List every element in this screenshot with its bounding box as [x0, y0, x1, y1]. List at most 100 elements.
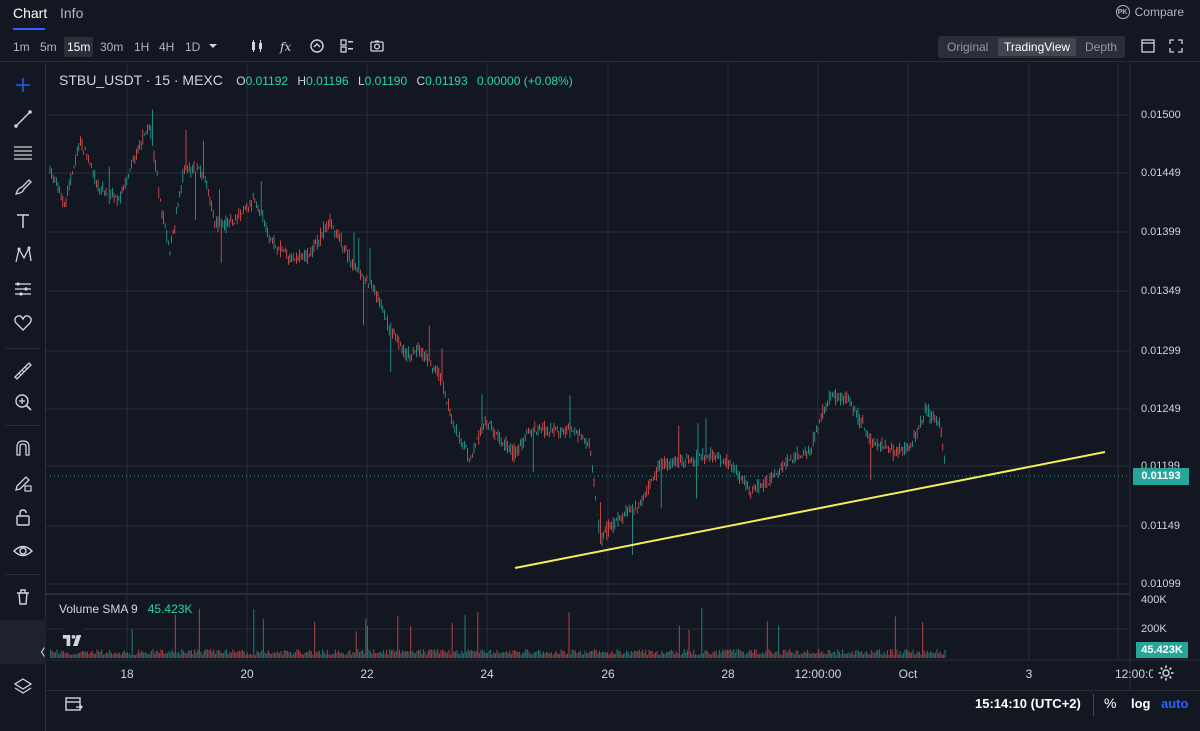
clock-display[interactable]: 15:14:10 (UTC+2)	[975, 696, 1081, 711]
volume-bar	[144, 652, 146, 658]
layers-icon[interactable]	[12, 675, 34, 697]
volume-bar	[454, 651, 456, 658]
chevron-down-icon[interactable]	[205, 38, 221, 54]
volume-bar	[506, 651, 508, 658]
volume-bar	[888, 654, 890, 658]
timeframe-4h[interactable]: 4H	[159, 40, 175, 54]
tradingview-logo[interactable]	[57, 626, 89, 654]
indicators-icon[interactable]: fx	[279, 38, 295, 54]
volume-bar	[938, 653, 940, 658]
settings-gear-icon[interactable]	[1157, 664, 1175, 682]
volume-bar	[254, 654, 256, 658]
timeframe-5m[interactable]: 5m	[40, 40, 57, 54]
volume-bar	[171, 649, 173, 658]
volume-value: 45.423K	[147, 602, 193, 616]
volume-bar	[774, 651, 776, 658]
volume-bar	[685, 652, 687, 658]
volume-bar	[394, 652, 396, 658]
volume-bar	[53, 652, 55, 658]
volume-bar	[358, 652, 360, 658]
camera-icon[interactable]	[369, 38, 385, 54]
view-tradingview[interactable]: TradingView	[998, 38, 1077, 56]
eye-icon[interactable]	[12, 540, 34, 562]
volume-bar	[150, 650, 152, 658]
volume-bar	[656, 651, 658, 658]
volume-bar	[666, 652, 668, 658]
compare-button[interactable]: PK Compare	[1115, 5, 1184, 19]
volume-bar	[318, 650, 320, 658]
volume-bar	[320, 654, 322, 658]
lock-icon[interactable]	[12, 506, 34, 528]
volume-bar	[550, 652, 552, 658]
volume-bar	[275, 652, 277, 658]
volume-bar	[558, 653, 560, 658]
volume-bar	[406, 651, 408, 658]
percent-scale-button[interactable]: %	[1104, 695, 1117, 711]
volume-bar	[800, 653, 802, 658]
fullscreen-icon[interactable]	[1168, 38, 1184, 54]
volume-bar	[840, 654, 842, 658]
volume-bar	[939, 651, 941, 658]
view-depth[interactable]: Depth	[1085, 40, 1118, 54]
volume-bar	[189, 650, 191, 658]
brush-icon[interactable]	[12, 176, 34, 198]
volume-bar	[450, 654, 452, 658]
trash-icon[interactable]	[12, 586, 34, 608]
pattern-icon[interactable]	[12, 244, 34, 266]
collapse-panel[interactable]	[0, 620, 46, 664]
log-scale-button[interactable]: log	[1131, 696, 1151, 711]
volume-bar	[283, 650, 285, 658]
tab-info[interactable]: Info	[60, 5, 84, 21]
price-tick: 0.01349	[1141, 285, 1181, 297]
volume-bar	[510, 654, 512, 658]
timeframe-1m[interactable]: 1m	[13, 40, 30, 54]
volume-bar	[192, 654, 194, 658]
date-range-icon[interactable]	[64, 695, 84, 713]
volume-bar	[906, 649, 908, 658]
volume-bar	[928, 652, 930, 658]
templates-icon[interactable]	[339, 38, 355, 54]
volume-bar	[326, 649, 328, 658]
volume-bar	[346, 654, 348, 658]
window-icon[interactable]	[1140, 38, 1156, 54]
volume-bar	[262, 618, 264, 658]
volume-bar	[533, 652, 535, 658]
fib-icon[interactable]	[12, 142, 34, 164]
volume-bar	[694, 654, 696, 658]
tab-chart[interactable]: Chart	[13, 5, 48, 21]
timeframe-1h[interactable]: 1H	[134, 40, 150, 54]
magnet-icon[interactable]	[12, 437, 34, 459]
volume-bar	[374, 653, 376, 658]
alert-icon[interactable]	[309, 38, 325, 54]
volume-bar	[486, 653, 488, 658]
timeframe-1d[interactable]: 1D	[185, 40, 201, 54]
view-original[interactable]: Original	[947, 40, 989, 54]
volume-bar	[446, 652, 448, 658]
text-icon[interactable]	[12, 210, 34, 232]
volume-bar	[240, 651, 242, 658]
trendline-icon[interactable]	[12, 108, 34, 130]
auto-scale-button[interactable]: auto	[1161, 696, 1189, 711]
measure-icon[interactable]	[12, 278, 34, 300]
timeframe-15m[interactable]: 15m	[64, 37, 94, 57]
volume-bar	[435, 651, 437, 658]
zoom-icon[interactable]	[12, 391, 34, 413]
volume-bar	[565, 654, 567, 658]
volume-bar	[451, 622, 453, 658]
volume-bar	[918, 652, 920, 658]
symbol-title[interactable]: STBU_USDT · 15 · MEXC	[59, 72, 223, 88]
volume-bar	[424, 652, 426, 658]
volume-bar	[704, 650, 706, 658]
lock-draw-icon[interactable]	[12, 472, 34, 494]
volume-bar	[51, 650, 53, 658]
crosshair-icon[interactable]	[12, 74, 34, 96]
volume-bar	[851, 651, 853, 658]
timeframe-30m[interactable]: 30m	[100, 40, 124, 54]
volume-bar	[573, 650, 575, 658]
heart-icon[interactable]	[12, 312, 34, 334]
candles-icon[interactable]	[249, 38, 265, 54]
volume-bar	[134, 654, 136, 658]
current-price-badge: 0.01193	[1133, 468, 1189, 485]
ruler-icon[interactable]	[12, 360, 34, 382]
